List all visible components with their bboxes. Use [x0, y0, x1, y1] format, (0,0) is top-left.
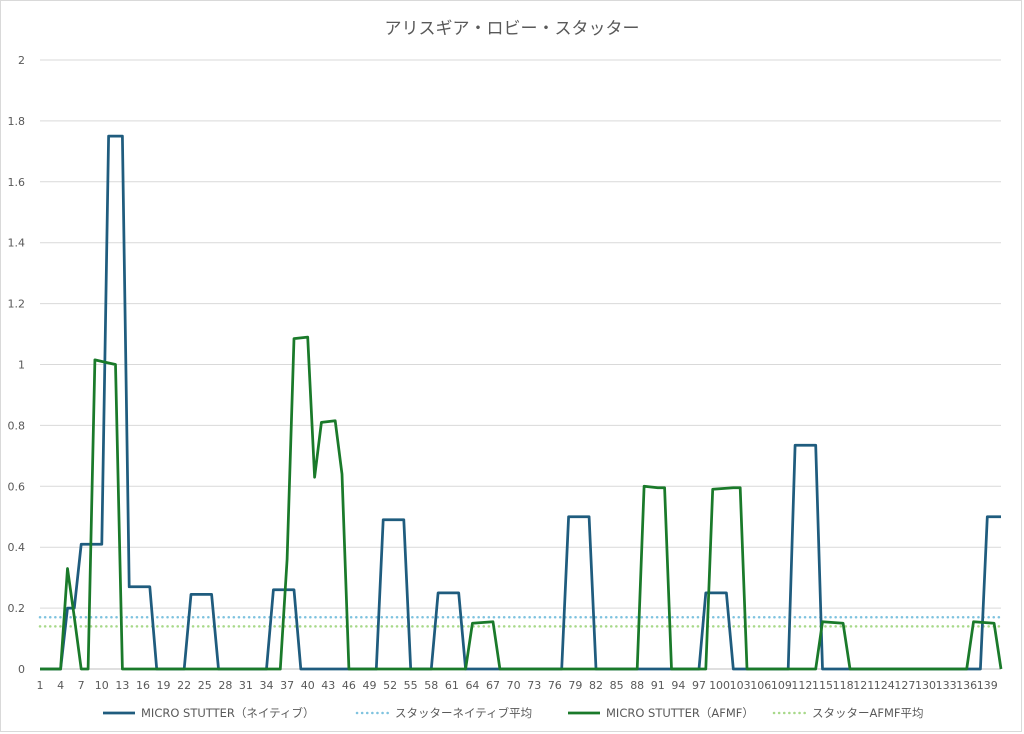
- y-tick-label: 0.4: [8, 541, 26, 554]
- series-line: [40, 134, 1001, 671]
- x-tick-label: 100: [709, 679, 730, 692]
- legend-label: MICRO STUTTER（AFMF）: [606, 706, 754, 720]
- x-tick-label: 97: [692, 679, 706, 692]
- x-tick-label: 73: [527, 679, 541, 692]
- x-tick-label: 28: [218, 679, 232, 692]
- x-tick-label: 139: [977, 679, 998, 692]
- x-tick-label: 31: [239, 679, 253, 692]
- y-tick-label: 0.6: [8, 480, 26, 493]
- y-tick-labels: 0 0.2 0.4 0.6 0.8 1 1.2 1.4 1.6 1.8 2: [8, 54, 26, 676]
- x-tick-label: 43: [321, 679, 335, 692]
- x-tick-label: 88: [630, 679, 644, 692]
- x-tick-labels: 1 4 7 10 13 16 19 22 25 28 31 34 37 40 43 46 49 52 55 58 61 6…: [37, 679, 998, 692]
- x-tick-label: 52: [383, 679, 397, 692]
- x-tick-label: 19: [157, 679, 171, 692]
- x-tick-label: 82: [589, 679, 603, 692]
- x-tick-label: 76: [548, 679, 562, 692]
- y-tick-label: 0.2: [8, 602, 26, 615]
- y-tick-label: 2: [18, 54, 25, 67]
- series-lines: [38, 134, 1003, 671]
- gridlines: [40, 59, 1001, 670]
- y-tick-label: 1.8: [8, 115, 26, 128]
- y-tick-label: 1.6: [8, 176, 26, 189]
- y-tick-label: 1: [18, 359, 25, 372]
- x-tick-label: 127: [894, 679, 915, 692]
- x-tick-label: 46: [342, 679, 356, 692]
- x-tick-label: 64: [465, 679, 479, 692]
- x-tick-label: 85: [610, 679, 624, 692]
- x-tick-label: 130: [915, 679, 936, 692]
- series-line: [40, 335, 1003, 671]
- x-tick-label: 133: [936, 679, 957, 692]
- x-tick-label: 34: [260, 679, 274, 692]
- x-tick-label: 25: [198, 679, 212, 692]
- x-tick-label: 136: [956, 679, 977, 692]
- legend-label: スタッターAFMF平均: [812, 706, 924, 720]
- chart-title: アリスギア・ロビー・スタッター: [384, 19, 640, 39]
- x-tick-label: 106: [750, 679, 771, 692]
- x-tick-label: 58: [424, 679, 438, 692]
- x-tick-label: 37: [280, 679, 294, 692]
- x-tick-label: 91: [651, 679, 665, 692]
- x-tick-label: 67: [486, 679, 500, 692]
- x-tick-label: 22: [177, 679, 191, 692]
- x-tick-label: 40: [301, 679, 315, 692]
- x-tick-label: 49: [362, 679, 376, 692]
- x-tick-label: 115: [812, 679, 833, 692]
- y-tick-label: 1.2: [8, 298, 26, 311]
- x-tick-label: 61: [445, 679, 459, 692]
- x-tick-label: 55: [404, 679, 418, 692]
- x-tick-label: 112: [791, 679, 812, 692]
- x-tick-label: 118: [833, 679, 854, 692]
- x-tick-label: 109: [771, 679, 792, 692]
- legend: MICRO STUTTER（ネイティブ） スタッターネイティブ平均 MICRO ST…: [103, 706, 924, 720]
- x-tick-label: 10: [95, 679, 109, 692]
- x-tick-label: 1: [37, 679, 44, 692]
- x-tick-label: 103: [730, 679, 751, 692]
- x-tick-label: 94: [671, 679, 685, 692]
- legend-label: スタッターネイティブ平均: [395, 706, 532, 720]
- y-tick-label: 0: [18, 663, 25, 676]
- x-tick-label: 79: [568, 679, 582, 692]
- x-tick-label: 4: [57, 679, 64, 692]
- y-tick-label: 1.4: [8, 237, 26, 250]
- x-tick-label: 7: [78, 679, 85, 692]
- x-tick-label: 16: [136, 679, 150, 692]
- x-tick-label: 124: [874, 679, 895, 692]
- y-tick-label: 0.8: [8, 419, 26, 432]
- x-tick-label: 121: [853, 679, 874, 692]
- x-tick-label: 13: [115, 679, 129, 692]
- x-tick-label: 70: [507, 679, 521, 692]
- legend-label: MICRO STUTTER（ネイティブ）: [141, 706, 314, 720]
